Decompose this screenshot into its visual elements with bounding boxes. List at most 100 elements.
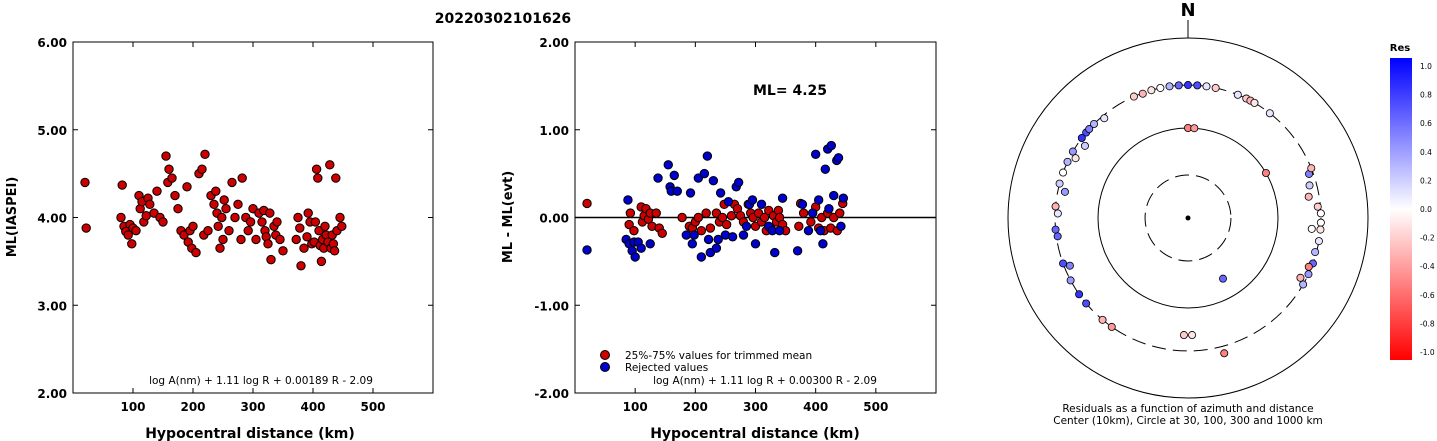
ring-1000km — [1007, 37, 1369, 399]
residual-point — [1311, 248, 1320, 257]
data-point — [257, 217, 267, 227]
data-point — [726, 211, 737, 221]
data-point — [798, 208, 809, 218]
residual-point — [1063, 157, 1072, 166]
residual-point — [1220, 349, 1229, 358]
data-point — [824, 204, 834, 214]
data-point — [681, 230, 692, 240]
data-point — [672, 186, 682, 196]
y-axis-ticks: 2.00 3.00 4.00 5.00 6.00 — [37, 36, 433, 401]
residual-point — [1190, 124, 1199, 133]
data-point — [291, 234, 301, 245]
data-point — [702, 151, 713, 161]
colorbar-tick-label: 0.4 — [1420, 148, 1432, 157]
data-point — [727, 232, 738, 242]
data-point — [218, 234, 228, 245]
residual-point — [1053, 209, 1062, 218]
data-point — [311, 164, 322, 174]
data-point — [158, 217, 168, 227]
data-point — [713, 234, 723, 245]
data-point — [818, 239, 828, 249]
data-point — [127, 239, 137, 249]
data-point — [759, 212, 770, 223]
x-axis-ticks: 100 200 300 400 500 — [120, 42, 386, 414]
data-point — [173, 204, 183, 214]
caption-line-1: Residuals as a function of azimuth and d… — [1062, 403, 1313, 415]
data-point — [302, 232, 312, 242]
data-point — [738, 230, 749, 240]
x-axis-label: Hypocentral distance (km) — [650, 426, 860, 441]
data-point — [705, 223, 716, 233]
data-point — [213, 221, 223, 231]
data-point — [272, 217, 282, 227]
y-tick-label: -1.00 — [534, 299, 569, 313]
residual-point — [1060, 187, 1069, 196]
colorbar-tick-label: -0.8 — [1420, 319, 1435, 328]
data-point — [161, 151, 171, 161]
x-tick-label: 400 — [300, 400, 325, 414]
y-axis-label: ML - ML(evt) — [501, 171, 516, 263]
formula-text: log A(nm) + 1.11 log R + 0.00300 R - 2.0… — [653, 375, 877, 387]
data-point — [826, 140, 837, 151]
residual-point — [1077, 133, 1086, 142]
data-point — [747, 195, 758, 205]
data-point — [145, 199, 155, 210]
data-point — [792, 246, 803, 256]
colorbar-ticks: 1.0 0.8 0.6 0.4 0.2 0.0 -0.2 -0.4 -0.6 -0.8 -1.0 — [1420, 62, 1435, 357]
residual-point — [1193, 81, 1202, 90]
residual-point — [1307, 224, 1316, 233]
x-tick-label: 500 — [863, 400, 888, 414]
colorbar-tick-label: 0.2 — [1420, 176, 1432, 185]
residual-point — [1250, 98, 1259, 107]
data-point — [310, 217, 321, 227]
data-point — [243, 225, 253, 236]
data-point — [313, 173, 323, 183]
data-point — [756, 199, 767, 210]
data-point — [316, 256, 327, 267]
data-point — [582, 198, 592, 209]
data-point — [329, 246, 340, 256]
y-tick-label: 1.00 — [539, 124, 569, 138]
residual-point — [1174, 81, 1183, 90]
data-points — [582, 140, 849, 262]
data-point — [152, 186, 162, 196]
data-point — [331, 173, 341, 183]
colorbar-tick-label: -1.0 — [1420, 348, 1435, 357]
data-point — [203, 225, 213, 236]
caption-line-2: Center (10km), Circle at 30, 100, 300 an… — [1053, 415, 1323, 427]
colorbar-tick-label: -0.4 — [1420, 262, 1435, 271]
data-point — [685, 188, 696, 198]
residual-point — [1313, 202, 1322, 211]
residual-point — [1307, 164, 1316, 173]
colorbar-tick-label: -0.6 — [1420, 291, 1435, 300]
data-point — [141, 211, 151, 221]
residual-point — [1059, 168, 1068, 177]
data-point — [797, 199, 808, 210]
data-point — [299, 243, 309, 253]
data-point — [164, 164, 174, 174]
ml-vs-distance-panel: 2.00 3.00 4.00 5.00 6.00 100 200 300 400 500 Hyp… — [5, 36, 434, 441]
x-tick-label: 500 — [360, 400, 385, 414]
ml-annotation: ML= 4.25 — [753, 83, 827, 99]
x-tick-label: 100 — [120, 400, 145, 414]
legend-label-rejected: Rejected values — [625, 362, 708, 374]
data-point — [582, 245, 592, 255]
data-point — [806, 217, 816, 227]
colorbar-title: Res — [1390, 43, 1410, 54]
data-point — [296, 261, 306, 271]
data-point — [80, 177, 90, 188]
residual-point — [1082, 299, 1091, 308]
residual-point — [1296, 273, 1305, 282]
data-point — [278, 246, 288, 256]
data-point — [708, 175, 719, 186]
residual-point — [1085, 125, 1094, 134]
data-point — [803, 225, 814, 236]
x-tick-label: 300 — [743, 400, 768, 414]
residual-point — [1179, 331, 1188, 340]
colorbar: Res 1.0 0.8 0.6 0.4 0.2 0.0 -0.2 -0.4 -0.6 -0.8 -1… — [1390, 43, 1435, 360]
residual-point — [1075, 290, 1084, 299]
colorbar-tick-label: 0.8 — [1420, 91, 1432, 100]
data-point — [217, 212, 227, 223]
data-point — [815, 225, 826, 236]
